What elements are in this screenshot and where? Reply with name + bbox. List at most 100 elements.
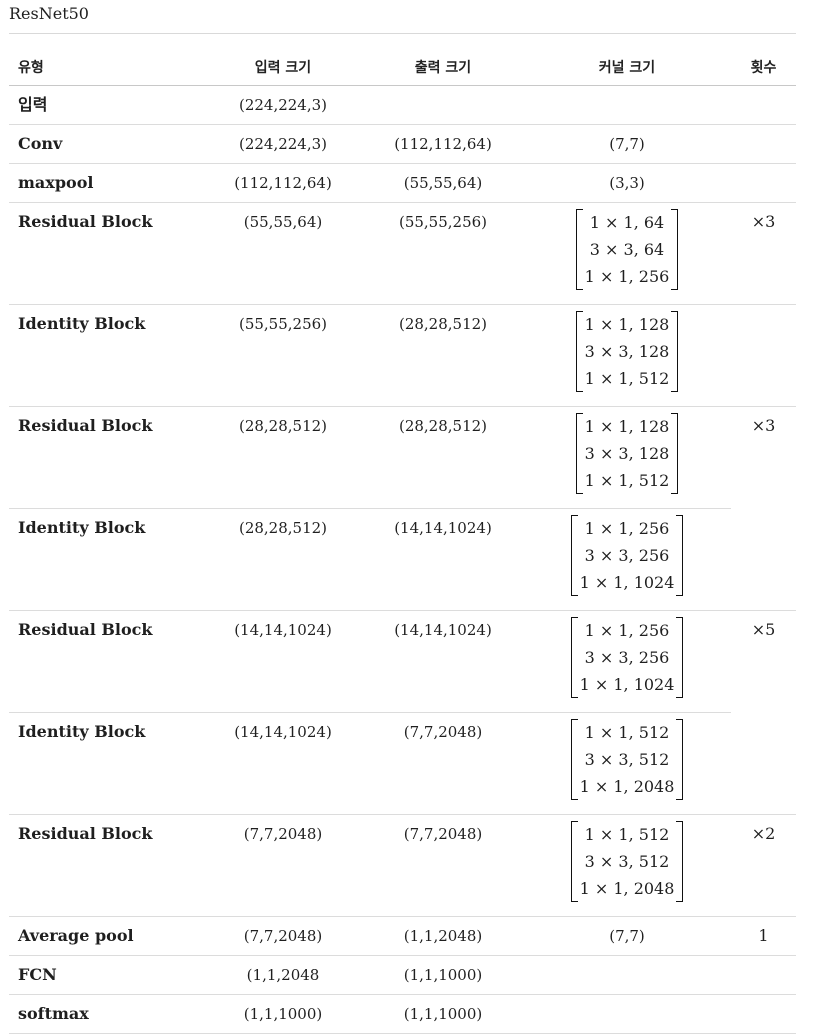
output-size: (55,55,256) <box>363 202 523 305</box>
header-count: 횟수 <box>731 48 796 86</box>
repeat-count: ×5 <box>751 620 776 639</box>
left-bracket <box>575 413 583 494</box>
input-size: (112,112,64) <box>203 163 363 203</box>
layer-type: Identity Block <box>9 712 203 815</box>
kernel-matrix-cell: 1 × 1, 128 3 × 3, 128 1 × 1, 512 <box>523 406 731 509</box>
kernel-matrix-cell: 1 × 1, 256 3 × 3, 256 1 × 1, 1024 <box>523 508 731 611</box>
left-bracket <box>570 617 578 698</box>
layer-type: Average pool <box>9 916 203 956</box>
kernel-size: (7,7) <box>523 916 731 956</box>
kernel-matrix-entry: 3 × 3, 64 <box>589 240 665 259</box>
kernel-matrix-entry: 1 × 1, 2048 <box>579 879 675 898</box>
table-row: 입력 (224,224,3) <box>9 85 796 125</box>
kernel-matrix-entry: 3 × 3, 512 <box>584 750 670 769</box>
kernel-size <box>523 85 731 125</box>
repeat-count: ×3 <box>751 416 776 435</box>
table-row: Residual Block (55,55,64) (55,55,256) 1 … <box>9 202 796 305</box>
output-size: (1,1,1000) <box>363 994 523 1034</box>
kernel-matrix-entry: 1 × 1, 1024 <box>579 573 675 592</box>
kernel-matrix: 1 × 1, 512 3 × 3, 512 1 × 1, 2048 <box>570 719 684 800</box>
output-size: (1,1,2048) <box>363 916 523 956</box>
output-size: (14,14,1024) <box>363 508 523 611</box>
left-bracket <box>575 209 583 290</box>
kernel-matrix-entry: 1 × 1, 512 <box>584 471 670 490</box>
title-divider <box>9 33 796 34</box>
table-row: Residual Block (7,7,2048) (7,7,2048) 1 ×… <box>9 814 796 917</box>
table-row: maxpool (112,112,64) (55,55,64) (3,3) <box>9 163 796 203</box>
output-size: (28,28,512) <box>363 304 523 407</box>
input-size: (224,224,3) <box>203 124 363 164</box>
kernel-matrix-entry: 1 × 1, 256 <box>584 621 670 640</box>
kernel-matrix: 1 × 1, 128 3 × 3, 128 1 × 1, 512 <box>575 413 679 494</box>
kernel-matrix-entry: 1 × 1, 256 <box>584 267 670 286</box>
output-size: (55,55,64) <box>363 163 523 203</box>
kernel-matrix-cell: 1 × 1, 512 3 × 3, 512 1 × 1, 2048 <box>523 712 731 815</box>
repeat-count <box>731 304 796 407</box>
header-output: 출력 크기 <box>363 48 523 86</box>
kernel-matrix-entry: 3 × 3, 128 <box>584 342 670 361</box>
repeat-count <box>731 85 796 125</box>
kernel-matrix-cell: 1 × 1, 256 3 × 3, 256 1 × 1, 1024 <box>523 610 731 713</box>
repeat-count <box>731 994 796 1034</box>
input-size: (28,28,512) <box>203 508 363 611</box>
kernel-matrix-entry: 1 × 1, 64 <box>589 213 665 232</box>
kernel-matrix: 1 × 1, 256 3 × 3, 256 1 × 1, 1024 <box>570 515 684 596</box>
table-row: softmax (1,1,1000) (1,1,1000) <box>9 994 796 1034</box>
page-title: ResNet50 <box>9 4 89 23</box>
repeat-count <box>731 508 796 611</box>
kernel-matrix-cell: 1 × 1, 64 3 × 3, 64 1 × 1, 256 <box>523 202 731 305</box>
kernel-matrix-entry: 1 × 1, 512 <box>584 825 670 844</box>
right-bracket <box>676 617 684 698</box>
left-bracket <box>570 821 578 902</box>
kernel-size: (3,3) <box>523 163 731 203</box>
layer-type: maxpool <box>9 163 203 203</box>
output-size: (7,7,2048) <box>363 814 523 917</box>
kernel-matrix-entry: 1 × 1, 512 <box>584 723 670 742</box>
kernel-matrix-entry: 3 × 3, 128 <box>584 444 670 463</box>
repeat-count: ×3 <box>731 202 796 305</box>
layer-type: Conv <box>9 124 203 164</box>
repeat-count: 1 <box>731 916 796 956</box>
input-size: (55,55,256) <box>203 304 363 407</box>
repeat-count <box>731 712 796 815</box>
resnet50-table: 유형 입력 크기 출력 크기 커널 크기 횟수 입력 (224,224,3) C… <box>9 48 796 1034</box>
input-size: (1,1,1000) <box>203 994 363 1034</box>
kernel-matrix-entry: 3 × 3, 256 <box>584 546 670 565</box>
output-size: (7,7,2048) <box>363 712 523 815</box>
kernel-matrix: 1 × 1, 64 3 × 3, 64 1 × 1, 256 <box>575 209 679 290</box>
output-size: (28,28,512) <box>363 406 523 509</box>
kernel-matrix-cell: 1 × 1, 128 3 × 3, 128 1 × 1, 512 <box>523 304 731 407</box>
left-bracket <box>570 515 578 596</box>
repeat-count <box>731 163 796 203</box>
repeat-count <box>731 124 796 164</box>
table-row: Residual Block (14,14,1024) (14,14,1024)… <box>9 610 796 713</box>
output-size: (112,112,64) <box>363 124 523 164</box>
table-row: Conv (224,224,3) (112,112,64) (7,7) <box>9 124 796 164</box>
left-bracket <box>575 311 583 392</box>
right-bracket <box>671 209 679 290</box>
kernel-matrix: 1 × 1, 128 3 × 3, 128 1 × 1, 512 <box>575 311 679 392</box>
input-size: (7,7,2048) <box>203 814 363 917</box>
kernel-matrix-entry: 1 × 1, 128 <box>584 417 670 436</box>
layer-type: Residual Block <box>9 610 203 713</box>
input-size: (7,7,2048) <box>203 916 363 956</box>
right-bracket <box>676 515 684 596</box>
table-row: Average pool (7,7,2048) (1,1,2048) (7,7)… <box>9 916 796 956</box>
layer-type: Residual Block <box>9 814 203 917</box>
layer-type: Identity Block <box>9 508 203 611</box>
table-row: Identity Block (14,14,1024) (7,7,2048) 1… <box>9 712 796 815</box>
output-size <box>363 85 523 125</box>
kernel-matrix-entry: 3 × 3, 256 <box>584 648 670 667</box>
header-input: 입력 크기 <box>203 48 363 86</box>
input-size: (224,224,3) <box>203 85 363 125</box>
right-bracket <box>671 311 679 392</box>
layer-type: FCN <box>9 955 203 995</box>
right-bracket <box>676 821 684 902</box>
input-size: (14,14,1024) <box>203 610 363 713</box>
input-size: (1,1,2048 <box>203 955 363 995</box>
layer-type: Residual Block <box>9 406 203 509</box>
kernel-matrix-entry: 1 × 1, 256 <box>584 519 670 538</box>
kernel-matrix-entry: 1 × 1, 1024 <box>579 675 675 694</box>
repeat-count: ×2 <box>731 814 796 917</box>
table-header-row: 유형 입력 크기 출력 크기 커널 크기 횟수 <box>9 48 796 86</box>
